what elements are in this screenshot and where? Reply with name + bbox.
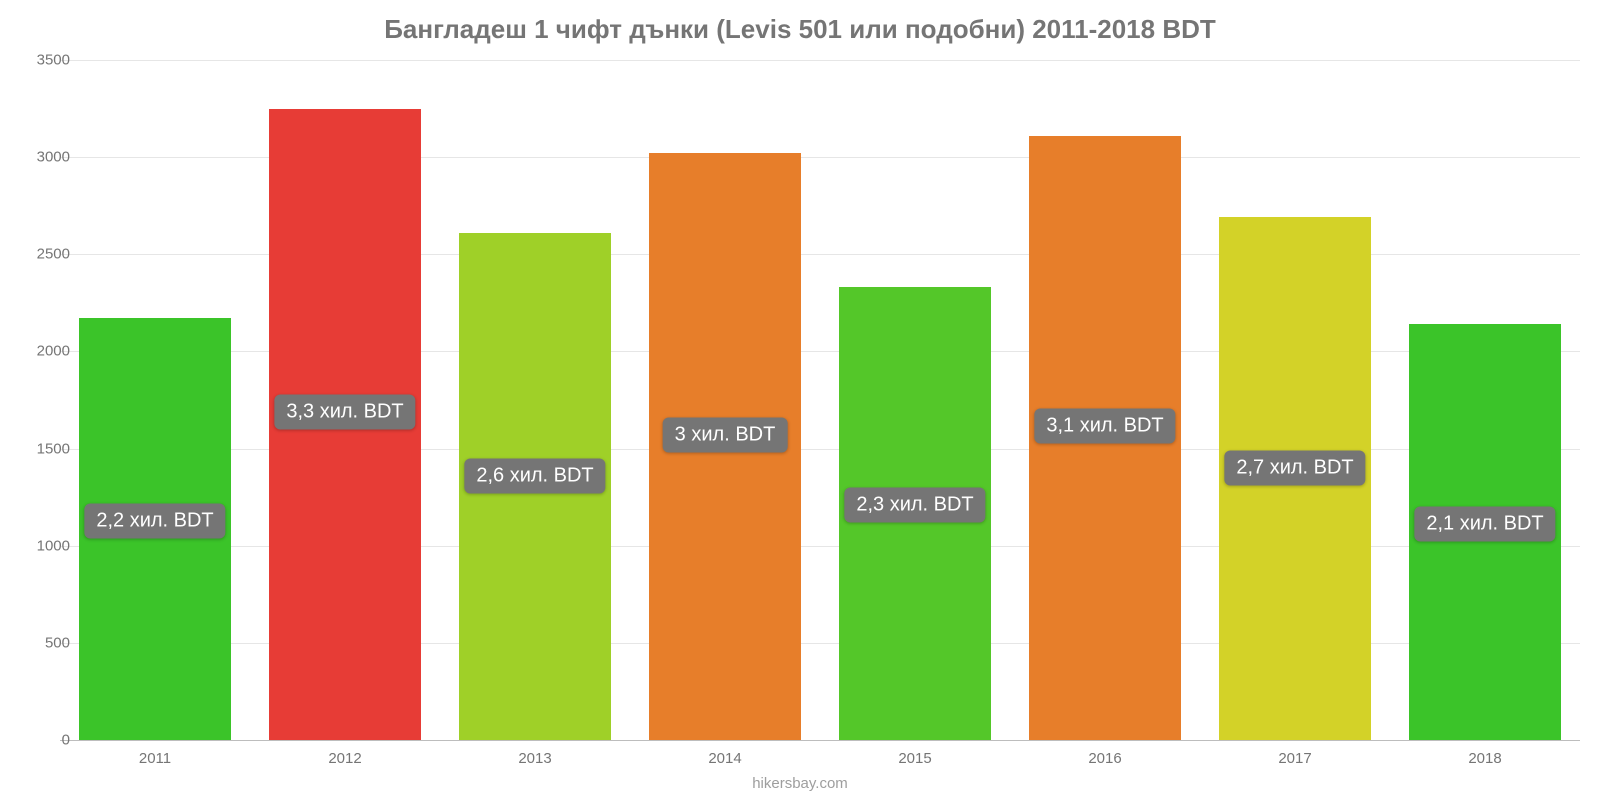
chart-title: Бангладеш 1 чифт дънки (Levis 501 или по… — [0, 14, 1600, 45]
bar-value-label: 2,6 хил. BDT — [464, 459, 605, 494]
y-tick-label: 2500 — [20, 246, 70, 263]
bar-value-label: 3 хил. BDT — [663, 417, 788, 452]
y-tick-label: 2000 — [20, 343, 70, 360]
plot-area: 20112,2 хил. BDT20123,3 хил. BDT20132,6 … — [60, 60, 1580, 740]
y-tick-label: 3000 — [20, 149, 70, 166]
bar-value-label: 2,3 хил. BDT — [844, 487, 985, 522]
axis-baseline — [60, 740, 1580, 741]
y-tick-label: 3500 — [20, 52, 70, 69]
bar-value-label: 2,7 хил. BDT — [1224, 451, 1365, 486]
x-tick-label: 2017 — [1235, 750, 1355, 767]
chart-footer: hikersbay.com — [0, 775, 1600, 792]
x-tick-label: 2013 — [475, 750, 595, 767]
gridline — [60, 60, 1580, 61]
bar-value-label: 3,1 хил. BDT — [1034, 408, 1175, 443]
chart-container: Бангладеш 1 чифт дънки (Levis 501 или по… — [0, 0, 1600, 800]
x-tick-label: 2014 — [665, 750, 785, 767]
plot-inner: 20112,2 хил. BDT20123,3 хил. BDT20132,6 … — [60, 60, 1580, 740]
x-tick-label: 2012 — [285, 750, 405, 767]
x-tick-label: 2011 — [95, 750, 215, 767]
y-tick-label: 0 — [20, 732, 70, 749]
y-tick-label: 1500 — [20, 440, 70, 457]
x-tick-label: 2018 — [1425, 750, 1545, 767]
x-tick-label: 2016 — [1045, 750, 1165, 767]
bar-value-label: 3,3 хил. BDT — [274, 394, 415, 429]
y-tick-label: 1000 — [20, 537, 70, 554]
y-tick-label: 500 — [20, 634, 70, 651]
bar-value-label: 2,1 хил. BDT — [1414, 506, 1555, 541]
bar-value-label: 2,2 хил. BDT — [84, 503, 225, 538]
x-tick-label: 2015 — [855, 750, 975, 767]
